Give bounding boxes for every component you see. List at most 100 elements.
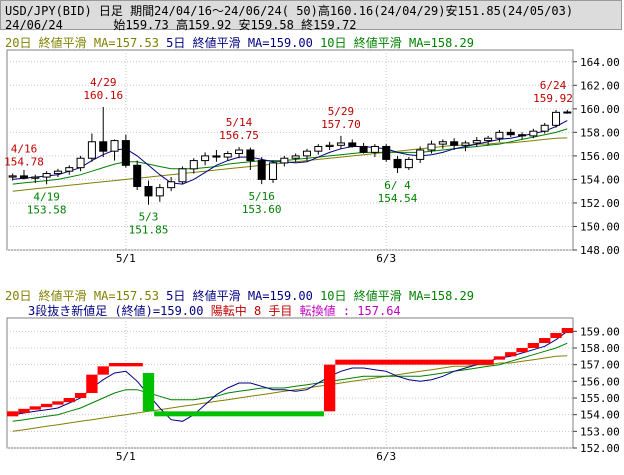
candle-body xyxy=(393,158,402,169)
bottom-ma10-line xyxy=(12,342,568,422)
candle-body xyxy=(506,131,515,136)
candle-body xyxy=(563,111,572,114)
candle-body xyxy=(427,143,436,151)
break-brick xyxy=(142,373,155,412)
candle-body xyxy=(133,164,142,187)
candle-body xyxy=(495,131,504,139)
top-legend-ma10: 10日 終値平滑 MA=158.29 xyxy=(313,35,474,50)
top-legend-ma5: 5日 終値平滑 MA=159.00 xyxy=(159,35,313,50)
low-label-date: 6/ 4 xyxy=(384,179,411,192)
low-label-date: 4/19 xyxy=(33,190,60,203)
top-legend-ma20: 20日 終値平滑 MA=157.53 xyxy=(5,35,159,50)
candle-body xyxy=(144,185,153,197)
break-brick xyxy=(40,403,53,408)
break-brick xyxy=(7,411,19,417)
top-ytick-label: 158.00 xyxy=(580,126,620,139)
high-label-value: 157.70 xyxy=(321,118,361,131)
low-label-value: 153.58 xyxy=(27,203,67,216)
top-legend: 20日 終値平滑 MA=157.53 5日 終値平滑 MA=159.00 10日… xyxy=(5,35,474,50)
break-brick xyxy=(74,393,87,398)
top-ytick-label: 152.00 xyxy=(580,197,620,210)
break-brick xyxy=(63,398,75,403)
break-brick xyxy=(516,348,528,353)
break-brick xyxy=(550,333,562,338)
break-brick xyxy=(561,328,573,333)
period-summary: USD/JPY(BID) 日足 期間24/04/16～24/06/24( 50)… xyxy=(5,4,574,18)
candle-body xyxy=(167,181,176,189)
break-brick xyxy=(493,356,506,360)
candle-body xyxy=(370,145,379,153)
high-label-date: 6/24 xyxy=(540,79,567,92)
bottom-legend-ma20: 20日 終値平滑 MA=157.53 xyxy=(5,288,159,303)
bottom-ma5-line xyxy=(12,330,568,422)
low-label-value: 154.54 xyxy=(378,192,418,205)
bottom-ytick-label: 154.00 xyxy=(580,409,620,422)
bottom-ytick-label: 156.00 xyxy=(580,375,620,388)
break-brick xyxy=(86,374,98,393)
bottom-legend-ma5: 5日 終値平滑 MA=159.00 xyxy=(159,288,313,303)
bottom-ytick-label: 157.00 xyxy=(580,359,620,372)
high-label-value: 156.75 xyxy=(219,129,259,142)
break-brick xyxy=(539,338,551,343)
current-date: 24/06/24 xyxy=(5,18,63,32)
candle-body xyxy=(42,173,51,178)
candle-body xyxy=(291,155,300,159)
candle-body xyxy=(8,175,17,178)
candle-body xyxy=(53,170,62,175)
candle-body xyxy=(518,134,527,137)
top-ytick-label: 160.00 xyxy=(580,103,620,116)
low-label-value: 151.85 xyxy=(129,224,169,237)
break-brick xyxy=(505,352,517,357)
candle-body xyxy=(540,124,549,132)
low-label-value: 153.60 xyxy=(242,203,282,216)
bottom-legend: 20日 終値平滑 MA=157.53 5日 終値平滑 MA=159.00 10日… xyxy=(5,288,474,303)
candle-body xyxy=(472,140,481,144)
top-ytick-label: 162.00 xyxy=(580,79,620,92)
break-info-prefix: 3段抜き新値足 (終値)=159.00 xyxy=(28,303,203,318)
candle-body xyxy=(438,141,447,145)
top-ytick-label: 156.00 xyxy=(580,150,620,163)
candle-body xyxy=(155,187,164,197)
high-label-date: 4/29 xyxy=(90,76,117,89)
candle-body xyxy=(325,144,334,147)
candle-body xyxy=(359,145,368,153)
candle-body xyxy=(189,160,198,170)
bottom-ytick-label: 155.00 xyxy=(580,392,620,405)
bottom-ytick-label: 159.00 xyxy=(580,325,620,338)
candle-body xyxy=(178,168,187,183)
candle-body xyxy=(121,140,130,166)
candle-body xyxy=(246,149,255,162)
candle-body xyxy=(76,157,85,169)
top-xtick-label: 5/1 xyxy=(116,252,136,265)
top-xtick-label: 6/3 xyxy=(376,252,396,265)
break-brick xyxy=(97,366,109,375)
candle-body xyxy=(110,140,119,152)
candle-body xyxy=(280,157,289,164)
low-label-date: 5/16 xyxy=(248,190,275,203)
break-brick xyxy=(154,411,324,417)
break-brick xyxy=(108,363,143,367)
candle-body xyxy=(212,155,221,158)
break-info-count: 8 手目 xyxy=(247,304,293,318)
candle-body xyxy=(336,142,345,146)
candle-body xyxy=(450,141,459,146)
candle-body xyxy=(348,142,357,147)
break-brick xyxy=(323,364,336,412)
top-ytick-label: 150.00 xyxy=(580,220,620,233)
bottom-legend-ma10: 10日 終値平滑 MA=158.29 xyxy=(313,288,474,303)
candle-body xyxy=(382,145,391,160)
candle-body xyxy=(416,149,425,160)
break-brick xyxy=(29,406,41,410)
break-brick xyxy=(52,401,64,405)
candle-body xyxy=(552,111,561,126)
bottom-ytick-label: 153.00 xyxy=(580,425,620,438)
top-ma5-line xyxy=(12,120,568,185)
candle-body xyxy=(87,141,96,159)
candle-body xyxy=(529,130,538,137)
candle-body xyxy=(65,167,74,172)
break-info-reversal: 転換値 : 157.64 xyxy=(292,303,400,318)
high-label-value: 160.16 xyxy=(83,89,123,102)
candle-body xyxy=(484,137,493,142)
top-ma10-line xyxy=(12,128,568,185)
